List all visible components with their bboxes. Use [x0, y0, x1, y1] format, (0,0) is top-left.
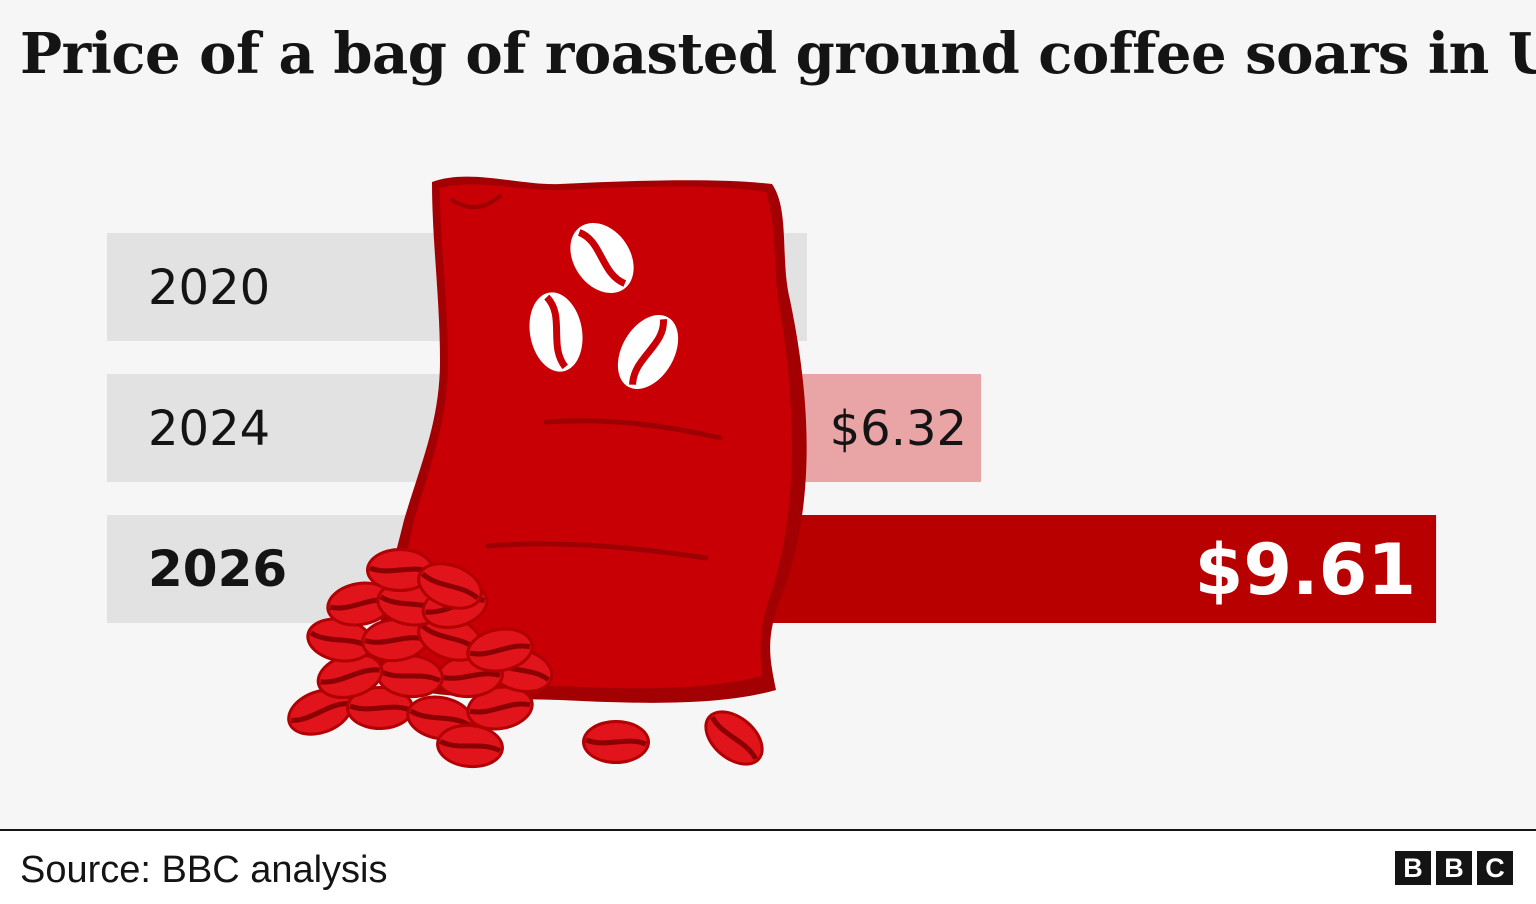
- category-label: 2026: [148, 540, 287, 598]
- footer: Source: BBC analysis B B C: [0, 831, 1536, 904]
- bbc-logo: B B C: [1395, 851, 1513, 885]
- coffee-bean-pile: [287, 548, 764, 769]
- logo-letter: C: [1477, 851, 1513, 885]
- coffee-bean-icon: [582, 720, 650, 764]
- coffee-bean-icon: [704, 710, 764, 766]
- sack-fold: [485, 541, 709, 561]
- coffee-bean-icon: [436, 723, 504, 769]
- coffee-bean-icon: [306, 617, 374, 663]
- category-label: 2024: [148, 401, 270, 457]
- sack-body: [390, 184, 792, 689]
- coffee-bean-icon: [346, 686, 414, 730]
- coffee-bean-icon: [376, 653, 444, 699]
- bean-print: [529, 292, 583, 372]
- footer-rule: [0, 829, 1536, 831]
- coffee-bean-icon: [326, 581, 394, 627]
- chart-title: Price of a bag of roasted ground coffee …: [20, 21, 1536, 87]
- category-label: 2020: [148, 260, 270, 316]
- bean-print: [617, 315, 679, 389]
- value-label: $9.61: [1195, 529, 1416, 611]
- coffee-bean-icon: [361, 617, 429, 663]
- coffee-bean-icon: [287, 688, 353, 736]
- coffee-bean-icon: [466, 685, 534, 731]
- logo-letter: B: [1395, 851, 1431, 885]
- source-note: Source: BBC analysis: [20, 849, 388, 891]
- coffee-bean-icon: [417, 562, 483, 610]
- bean-print: [570, 222, 634, 294]
- coffee-bean-icon: [366, 548, 434, 592]
- coffee-bean-icon: [316, 652, 384, 700]
- logo-letter: B: [1436, 851, 1472, 885]
- value-bar: [700, 515, 1437, 623]
- value-label: $6.32: [830, 401, 967, 457]
- sack-fold: [543, 418, 723, 441]
- sack-fold: [450, 194, 502, 210]
- coffee-bean-icon: [466, 627, 534, 673]
- coffee-sack-illustration: [377, 176, 807, 703]
